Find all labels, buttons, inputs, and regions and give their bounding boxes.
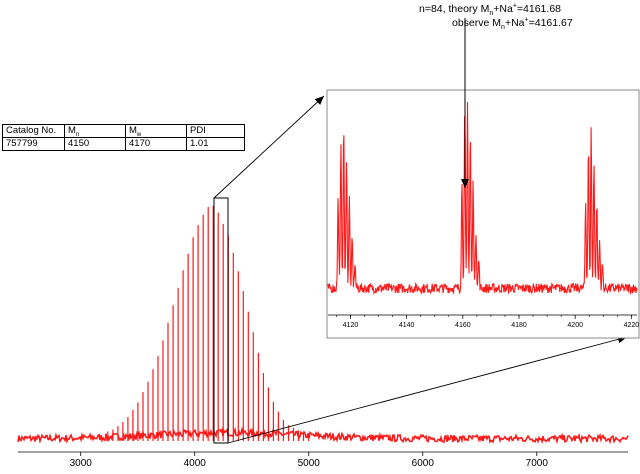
- inset-tick-label: 4120: [343, 322, 359, 329]
- main-baseline: [17, 426, 629, 445]
- inset-tick-label: 4180: [511, 322, 527, 329]
- zoom-arrow-upper: [213, 95, 325, 199]
- header-mw: Mw: [125, 124, 187, 138]
- zoom-arrow-lower: [227, 335, 628, 444]
- main-spectrum-series: [17, 205, 629, 445]
- cell-pdi: 1.01: [186, 137, 245, 151]
- main-x-ticks: 3000 4000 5000 6000 7000: [70, 452, 549, 469]
- inset-spectrum-series: [327, 101, 638, 296]
- main-tick-label: 6000: [412, 458, 435, 469]
- header-mn: Mn: [64, 124, 126, 138]
- observed-mass-label: observe Mn+Na+=4161.67: [452, 16, 573, 32]
- cell-mw: 4170: [125, 137, 187, 151]
- inset-tick-label: 4220: [624, 322, 640, 329]
- inset-x-ticks: 4120 4140 4160 4180 4200 4220: [336, 315, 639, 329]
- main-tick-label: 5000: [298, 458, 321, 469]
- main-tick-label: 4000: [184, 458, 207, 469]
- table-row: 757799 4150 4170 1.01: [2, 137, 245, 151]
- header-pdi: PDI: [186, 124, 245, 138]
- polymer-spec-table: Catalog No. Mn Mw PDI 757799 4150 4170 1…: [2, 124, 245, 151]
- zoom-selection-box: [213, 197, 229, 444]
- main-tick-label: 3000: [70, 458, 93, 469]
- cell-catalog-no: 757799: [2, 137, 65, 151]
- inset-trace: [327, 101, 638, 296]
- inset-tick-label: 4200: [567, 322, 583, 329]
- cell-mn: 4150: [64, 137, 126, 151]
- inset-tick-label: 4140: [399, 322, 415, 329]
- main-tick-label: 7000: [526, 458, 549, 469]
- theory-mass-label: n=84, theory Mn+Na+=4161.68: [419, 2, 561, 18]
- inset-tick-label: 4160: [455, 322, 471, 329]
- table-header-row: Catalog No. Mn Mw PDI: [2, 124, 245, 138]
- inset-frame: [326, 89, 640, 339]
- header-catalog-no: Catalog No.: [2, 124, 65, 138]
